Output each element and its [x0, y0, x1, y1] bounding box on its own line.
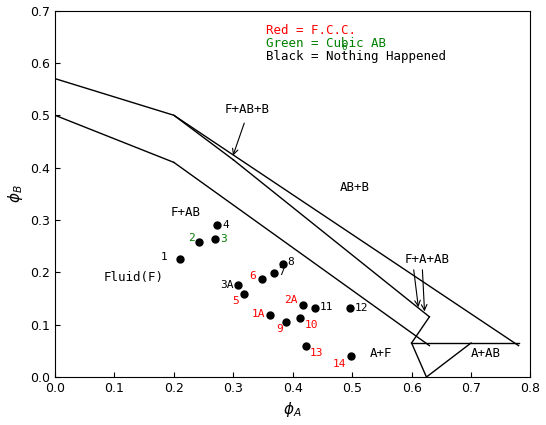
Text: 8: 8	[287, 258, 294, 267]
Text: Black = Nothing Happened: Black = Nothing Happened	[266, 50, 446, 63]
Text: 14: 14	[333, 359, 346, 369]
Text: 6: 6	[249, 271, 256, 281]
Text: A+AB: A+AB	[471, 347, 501, 360]
Text: 1: 1	[161, 252, 168, 262]
Y-axis label: $\phi_B$: $\phi_B$	[5, 184, 25, 203]
Text: 10: 10	[305, 320, 318, 330]
Text: 9: 9	[276, 324, 283, 334]
Text: A+F: A+F	[370, 347, 393, 360]
Text: 11: 11	[319, 302, 333, 312]
Text: F+A+AB: F+A+AB	[405, 253, 449, 266]
Text: AB+B: AB+B	[340, 181, 370, 194]
Text: Red = F.C.C.: Red = F.C.C.	[266, 24, 356, 37]
X-axis label: $\phi_A$: $\phi_A$	[283, 400, 302, 419]
Text: Green = Cubic AB: Green = Cubic AB	[266, 37, 386, 50]
Text: 5: 5	[233, 296, 239, 306]
Text: F+AB+B: F+AB+B	[224, 103, 269, 116]
Text: 4: 4	[222, 220, 229, 230]
Text: 3A: 3A	[220, 280, 233, 290]
Text: 2: 2	[188, 233, 194, 243]
Text: 3: 3	[220, 234, 227, 244]
Text: 2A: 2A	[284, 295, 298, 305]
Text: F+AB: F+AB	[171, 206, 201, 219]
Text: 13: 13	[310, 348, 323, 358]
Text: 1A: 1A	[252, 309, 265, 319]
Text: Fluid(F): Fluid(F)	[104, 271, 164, 284]
Text: 6: 6	[341, 43, 347, 52]
Text: 12: 12	[355, 303, 369, 313]
Text: 7: 7	[278, 267, 284, 277]
